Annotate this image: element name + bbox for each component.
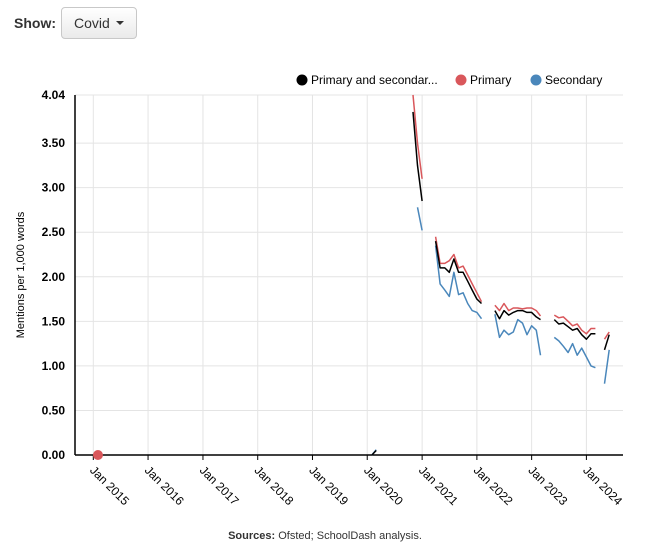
sources-text: Ofsted; SchoolDash analysis.	[278, 530, 422, 542]
toolbar: Show: Covid	[14, 6, 137, 40]
series-line-secondary	[494, 314, 542, 356]
y-tick-label: 4.04	[42, 88, 66, 102]
x-tick-label: Jan 2019	[306, 463, 351, 508]
legend-marker-all	[296, 74, 308, 86]
line-chart: 0.00 0.50 1.00 1.50 2.00 2.50 3.00 3.50 4.04 Jan …	[15, 73, 625, 508]
metric-dropdown[interactable]: Covid	[61, 7, 137, 39]
legend-label-secondary: Secondary	[545, 73, 602, 87]
y-tick-label: 3.00	[42, 181, 66, 195]
x-tick-label: Jan 2018	[252, 463, 297, 508]
legend-label-primary: Primary	[470, 73, 511, 87]
series-marker-primary	[92, 450, 103, 460]
x-tick-label: Jan 2017	[197, 463, 242, 508]
metric-dropdown-value: Covid	[74, 15, 110, 31]
x-tick-label: Jan 2022	[471, 463, 516, 508]
series-line-all	[434, 240, 483, 305]
series-line-secondary	[553, 336, 596, 369]
series-line-primary	[553, 314, 596, 335]
y-axis-label: Mentions per 1,000 words	[15, 211, 27, 338]
series-line-primary	[603, 331, 610, 340]
x-tick-label: Jan 2021	[416, 463, 461, 508]
x-tick-label: Jan 2023	[526, 463, 571, 508]
x-tick-label: Jan 2016	[142, 463, 187, 508]
sources-note: Sources: Ofsted; SchoolDash analysis.	[0, 530, 650, 542]
y-tick-label: 3.50	[42, 136, 66, 150]
y-tick-label: 0.50	[42, 403, 66, 417]
legend-label-all: Primary and secondar...	[311, 73, 438, 87]
series-line-primary	[494, 302, 542, 317]
y-tick-label: 2.50	[42, 225, 66, 239]
series-line-secondary	[434, 245, 483, 320]
series-line-primary	[412, 94, 423, 179]
x-tick-label: Jan 2015	[87, 463, 132, 508]
series-line-all	[603, 334, 610, 351]
series-line-all	[494, 309, 541, 321]
series-line-all	[412, 111, 423, 202]
x-tick-label: Jan 2024	[580, 463, 625, 508]
series-line-primary	[434, 236, 483, 303]
y-tick-label: 0.00	[42, 448, 66, 462]
legend-marker-primary	[455, 74, 467, 86]
y-tick-label: 1.50	[42, 314, 66, 328]
caret-down-icon	[115, 21, 124, 25]
series-line-secondary	[603, 349, 610, 384]
series-line-all	[553, 319, 596, 340]
y-tick-label: 1.00	[42, 359, 66, 373]
y-tick-label: 2.00	[42, 270, 66, 284]
x-tick-label: Jan 2020	[361, 463, 406, 508]
legend-marker-secondary	[530, 74, 542, 86]
show-label: Show:	[14, 15, 56, 31]
series-line-secondary	[416, 207, 423, 231]
sources-label: Sources:	[228, 530, 276, 542]
series-line-all	[371, 449, 377, 456]
